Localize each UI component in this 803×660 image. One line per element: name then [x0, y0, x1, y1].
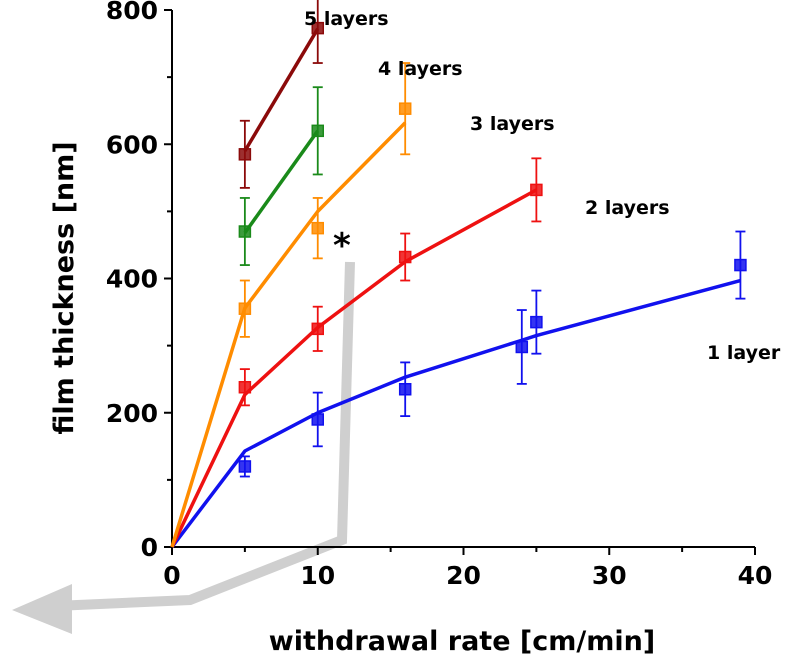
- marker: [398, 250, 412, 264]
- y-tick-label: 800: [106, 0, 158, 25]
- series-label-5-layers: 5 layers: [304, 8, 389, 30]
- fit-line-5-layers: [243, 27, 320, 152]
- marker: [311, 221, 324, 235]
- series-label-3-layers: 3 layers: [470, 113, 555, 135]
- marker: [238, 148, 252, 161]
- marker: [530, 315, 543, 329]
- data-point-4-layers: [311, 86, 324, 176]
- data-point-1-layer: [734, 230, 747, 300]
- data-point-1-layer: [311, 391, 324, 448]
- fit-line-1-layer: [170, 278, 741, 549]
- marker: [238, 225, 252, 238]
- x-tick-label: 40: [738, 561, 773, 590]
- data-point-3-layers: [311, 197, 324, 260]
- x-axis-title: withdrawal rate [cm/min]: [269, 626, 655, 657]
- x-tick-label: 20: [446, 561, 481, 590]
- marker: [311, 413, 324, 426]
- marker: [238, 302, 252, 315]
- y-tick-label: 400: [106, 265, 158, 294]
- marker: [398, 102, 412, 115]
- data-points: [238, 0, 747, 478]
- marker: [398, 383, 412, 396]
- data-point-2-layers: [398, 232, 412, 282]
- data-point-5-layers: [238, 119, 252, 189]
- marker: [311, 21, 324, 35]
- series-label-4-layers: 4 layers: [378, 58, 463, 80]
- x-tick-label: 30: [592, 561, 627, 590]
- x-tick-label: 0: [163, 561, 180, 590]
- marker: [311, 322, 324, 336]
- data-point-1-layer: [515, 309, 529, 385]
- series-label-1-layer: 1 layer: [707, 342, 781, 364]
- marker: [238, 460, 252, 473]
- fit-line-3-layers: [170, 121, 407, 548]
- fit-line-4-layers: [243, 129, 320, 234]
- data-point-3-layers: [238, 279, 252, 338]
- y-tick-label: 0: [141, 533, 158, 562]
- data-point-1-layer: [398, 361, 412, 418]
- marker: [530, 183, 543, 197]
- data-point-2-layers: [530, 157, 543, 223]
- series-label-2-layers: 2 layers: [585, 197, 670, 219]
- fit-lines: [170, 27, 741, 549]
- marker: [238, 380, 252, 394]
- y-tick-label: 200: [106, 399, 158, 428]
- data-point-3-layers: [398, 62, 412, 156]
- data-point-2-layers: [311, 305, 324, 352]
- marker: [734, 258, 747, 272]
- y-tick-label: 600: [106, 130, 158, 159]
- y-axis-title: film thickness [nm]: [49, 141, 80, 434]
- data-point-4-layers: [238, 197, 252, 266]
- marker: [311, 124, 324, 138]
- data-point-2-layers: [238, 368, 252, 407]
- annotation-star: *: [333, 226, 351, 266]
- data-point-1-layer: [238, 455, 252, 478]
- data-point-1-layer: [530, 289, 543, 355]
- x-tick-label: 10: [300, 561, 335, 590]
- marker: [515, 340, 529, 354]
- data-point-5-layers: [311, 0, 324, 64]
